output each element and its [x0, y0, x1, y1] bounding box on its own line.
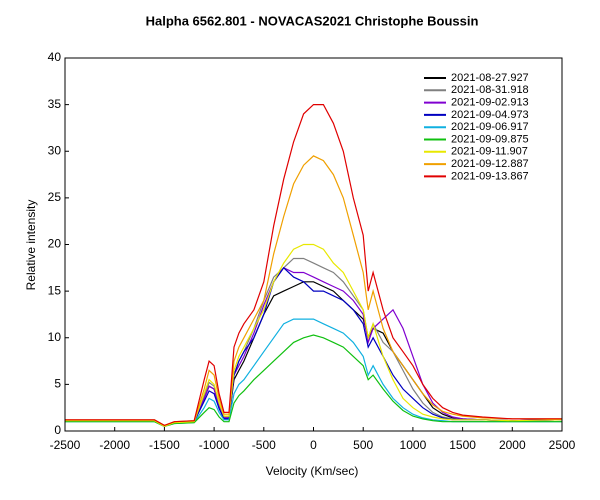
series-line: [65, 281, 563, 427]
legend-label: 2021-09-02.913: [451, 97, 529, 109]
y-tick-label: 30: [48, 143, 62, 157]
plot-frame: [64, 57, 563, 432]
legend-label: 2021-09-12.887: [451, 158, 529, 170]
series-line: [65, 257, 563, 427]
x-tick-label: -2500: [50, 438, 81, 452]
series-line: [65, 243, 563, 427]
y-tick-label: 0: [54, 423, 61, 437]
series-line: [65, 334, 562, 427]
y-tick-label: 10: [48, 330, 62, 344]
legend-label: 2021-09-13.867: [451, 170, 529, 182]
legend-label: 2021-08-31.918: [451, 84, 529, 96]
series-line: [65, 267, 563, 427]
x-tick-label: -500: [252, 438, 276, 452]
legend-label: 2021-09-04.973: [451, 109, 529, 121]
x-tick-label: -2000: [99, 438, 130, 452]
y-tick-label: 20: [48, 237, 62, 251]
series-line: [65, 155, 562, 427]
x-axis-label: Velocity (Km/sec): [266, 464, 359, 478]
x-tick-label: 1000: [400, 438, 427, 452]
x-tick-label: 1500: [449, 438, 476, 452]
y-axis-label: Relative intensity: [24, 200, 38, 291]
y-tick-label: 25: [48, 190, 62, 204]
x-tick-label: -1500: [149, 438, 180, 452]
y-tick-label: 35: [48, 97, 62, 111]
y-tick-label: 15: [48, 283, 62, 297]
legend-label: 2021-09-06.917: [451, 121, 529, 133]
legend-label: 2021-09-09.875: [451, 133, 529, 145]
x-tick-label: 2500: [549, 438, 576, 452]
legend-label: 2021-09-11.907: [451, 146, 528, 158]
x-tick-label: 0: [310, 438, 317, 452]
series-line: [65, 318, 562, 427]
y-tick-label: 5: [54, 377, 61, 391]
x-tick-label: -1000: [199, 438, 230, 452]
x-tick-label: 500: [353, 438, 373, 452]
series-line: [65, 104, 562, 427]
series-line: [65, 266, 563, 427]
chart-title: Halpha 6562.801 - NOVACAS2021 Christophe…: [146, 13, 479, 28]
y-tick-label: 40: [48, 50, 62, 64]
x-tick-label: 2000: [499, 438, 526, 452]
legend-label: 2021-08-27.927: [451, 72, 529, 84]
